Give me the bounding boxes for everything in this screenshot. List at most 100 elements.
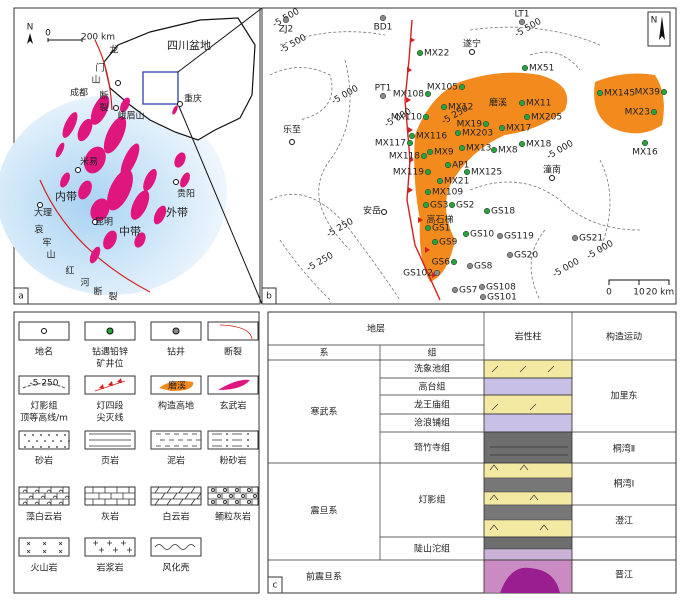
pinchout-tick [408, 127, 413, 133]
well [420, 152, 428, 160]
well [462, 230, 470, 238]
movement: 桐湾Ⅰ [614, 478, 635, 490]
symbol-line [46, 501, 52, 505]
well-label: GS2 [456, 201, 474, 211]
place-dot [177, 101, 183, 107]
contour [530, 229, 546, 301]
well [506, 251, 514, 259]
panel-label-box [261, 287, 277, 305]
basalt [62, 112, 78, 138]
legend-label: 泥岩 [167, 455, 185, 467]
well-label: GS102 [403, 269, 433, 279]
well [408, 132, 416, 140]
well [478, 283, 486, 291]
basin-label: 四川盆地 [167, 38, 211, 52]
well [424, 90, 432, 98]
place-dot [37, 202, 43, 208]
fault-label: 门 [95, 62, 104, 74]
well-label: MX108 [393, 90, 424, 100]
well-label: MX119 [393, 168, 424, 178]
legend-label: 风化壳 [162, 562, 189, 574]
symbol-line [64, 495, 70, 499]
basalt [90, 95, 110, 125]
basalt [78, 180, 92, 200]
well-label: MX22 [424, 49, 449, 59]
symbol [89, 433, 131, 447]
basalt [103, 230, 117, 250]
basalt [90, 198, 110, 222]
well-label: MX21 [444, 177, 469, 187]
well-label: GS7 [459, 286, 477, 296]
symbol-line [190, 498, 196, 506]
dot [247, 488, 251, 492]
symbol [208, 486, 259, 505]
well [440, 103, 448, 111]
symbol-line [46, 489, 52, 493]
basalt [103, 116, 127, 154]
legend-box [207, 321, 259, 341]
legend-label: 鲕粒灰岩 [215, 511, 251, 523]
lithology [483, 359, 573, 379]
well [518, 18, 526, 26]
legend-sample: -5 250 [29, 379, 58, 389]
symbol-line [58, 541, 63, 546]
symbol-line [34, 501, 40, 505]
north: N [651, 16, 658, 26]
symbol-line [160, 492, 166, 500]
well-label: GS3 [430, 201, 448, 211]
symbol [154, 544, 196, 550]
place-dot [469, 49, 475, 55]
well-label: MX16 [632, 148, 658, 158]
well [424, 188, 432, 196]
well-label: MX117 [375, 139, 406, 149]
fault-label: 河 [80, 277, 89, 289]
dot [44, 440, 46, 442]
well-label: GS8 [474, 262, 493, 272]
symbol-line [166, 498, 172, 506]
well [496, 232, 504, 240]
symbol [94, 378, 126, 392]
scale-label: 10 [633, 288, 645, 298]
dot [247, 500, 251, 504]
well [463, 168, 471, 176]
place-label: 安岳 [363, 205, 381, 217]
place-dot [115, 80, 121, 86]
contour [599, 159, 611, 251]
system: 前震旦系 [306, 571, 342, 583]
place-dot [173, 179, 179, 185]
basalt [130, 190, 150, 220]
high-label: 磨溪 [489, 97, 507, 109]
symbol-line [26, 549, 31, 554]
place-label: 乐至 [283, 124, 301, 136]
well-label: MX205 [531, 113, 562, 123]
well [406, 139, 414, 147]
dot [36, 440, 38, 442]
scale-label: 0 [606, 288, 612, 298]
well-label: MX203 [462, 129, 493, 139]
lithology [483, 548, 573, 561]
well [454, 129, 462, 137]
panel-label-box [13, 287, 29, 305]
link [177, 103, 263, 305]
scale-label: 200 km [81, 33, 115, 43]
legend-label: 岩浆岩 [96, 562, 123, 574]
place-label: 潼南 [543, 164, 561, 176]
basalt [172, 105, 178, 115]
well [379, 92, 387, 100]
legend-label: 藻白云岩 [26, 511, 62, 523]
symbol [93, 540, 132, 553]
formation: 洗象池组 [414, 363, 450, 375]
legend-label: 灰岩 [101, 511, 119, 523]
pinchout-tick [408, 187, 413, 193]
legend-box [84, 486, 136, 506]
lithology [483, 431, 573, 464]
well-label: MX12 [448, 103, 473, 113]
pinchout-tick [406, 97, 411, 103]
pinchout-tick [409, 157, 414, 163]
dot [235, 500, 239, 504]
fault-label: 裂 [99, 103, 108, 114]
dot [64, 446, 66, 448]
dot [229, 494, 233, 498]
well-label: GS108 [486, 283, 516, 293]
